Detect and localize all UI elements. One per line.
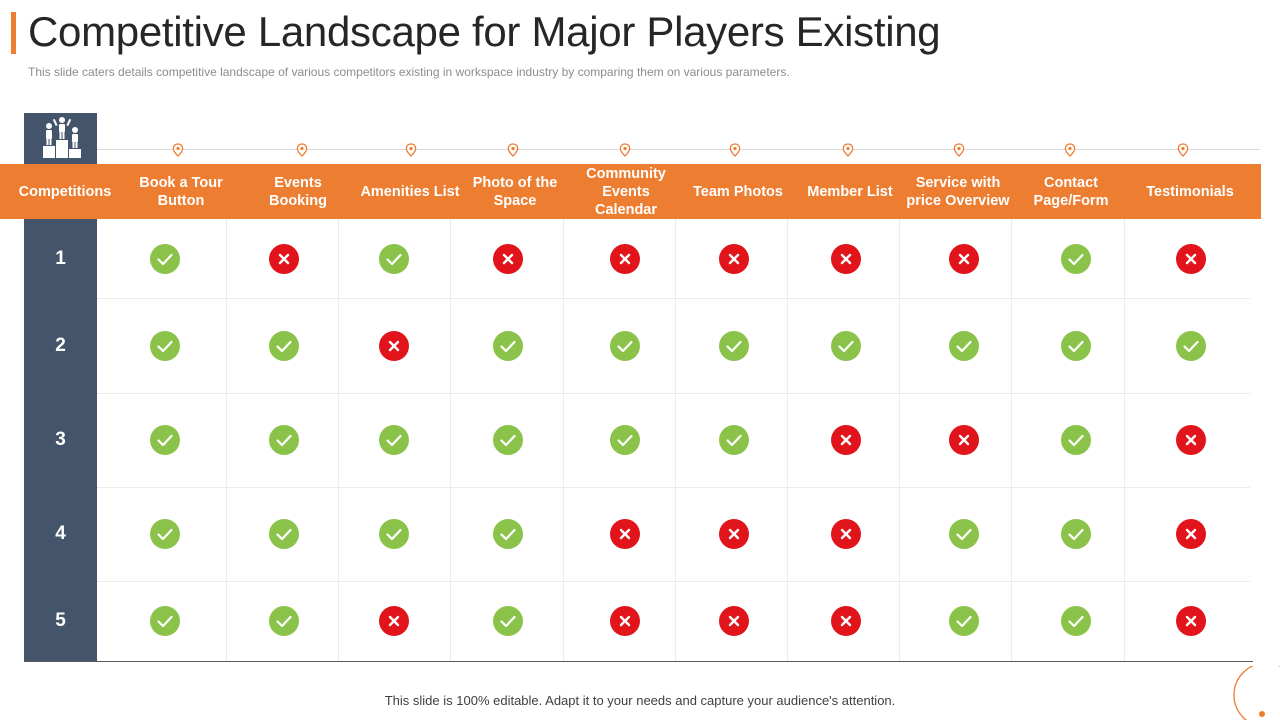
- grid-column-divider: [675, 219, 676, 662]
- cross-circle-icon: [379, 606, 409, 636]
- check-circle-icon: [1061, 425, 1091, 455]
- header-member-list: Member List: [807, 183, 893, 200]
- cross-circle-icon: [610, 519, 640, 549]
- check-circle-icon: [150, 606, 180, 636]
- header-testimonials: Testimonials: [1146, 183, 1234, 200]
- grid-column-divider: [563, 219, 564, 662]
- check-circle-icon: [949, 331, 979, 361]
- podium-people-icon: [43, 117, 81, 158]
- map-pin-icon: [507, 143, 519, 157]
- cross-circle-icon: [831, 519, 861, 549]
- cross-circle-icon: [1176, 244, 1206, 274]
- grid-column-divider: [899, 219, 900, 662]
- grid-column-divider: [338, 219, 339, 662]
- cross-circle-icon: [949, 244, 979, 274]
- map-pin-icon: [953, 143, 965, 157]
- competitor-1-label: 1: [55, 247, 66, 269]
- cross-circle-icon: [269, 244, 299, 274]
- map-pin-icon: [729, 143, 741, 157]
- header-events-booking: Events Booking: [269, 174, 327, 209]
- check-circle-icon: [269, 606, 299, 636]
- cross-circle-icon: [610, 244, 640, 274]
- check-circle-icon: [379, 519, 409, 549]
- grid-row-divider: [97, 487, 1250, 488]
- header-amenities-list: Amenities List: [360, 183, 460, 200]
- map-pin-icon: [405, 143, 417, 157]
- map-pin-icon: [296, 143, 308, 157]
- table-bottom-rule: [24, 661, 1253, 662]
- check-circle-icon: [1061, 244, 1091, 274]
- map-pin-icon: [1064, 143, 1076, 157]
- grid-row-divider: [97, 393, 1250, 394]
- header-competitions: Competitions: [18, 183, 112, 200]
- cross-circle-icon: [949, 425, 979, 455]
- cross-circle-icon: [719, 606, 749, 636]
- grid-row-divider: [97, 298, 1250, 299]
- cross-circle-icon: [379, 331, 409, 361]
- check-circle-icon: [719, 425, 749, 455]
- competitor-2-label: 2: [55, 334, 66, 356]
- cross-circle-icon: [831, 606, 861, 636]
- check-circle-icon: [493, 519, 523, 549]
- header-contact-page-form: Contact Page/Form: [1033, 174, 1109, 209]
- check-circle-icon: [379, 425, 409, 455]
- grid-row-divider: [97, 581, 1250, 582]
- check-circle-icon: [493, 331, 523, 361]
- corner-circle-decoration: [1233, 666, 1280, 720]
- grid-column-divider: [226, 219, 227, 662]
- check-circle-icon: [150, 244, 180, 274]
- page-title: Competitive Landscape for Major Players …: [28, 8, 941, 55]
- footer-note: This slide is 100% editable. Adapt it to…: [384, 693, 896, 708]
- map-pin-icon: [619, 143, 631, 157]
- connector-line: [97, 149, 1260, 150]
- check-circle-icon: [831, 331, 861, 361]
- grid-column-divider: [1124, 219, 1125, 662]
- cross-circle-icon: [831, 425, 861, 455]
- header-photo-of-the-space: Photo of the Space: [472, 174, 558, 209]
- cross-circle-icon: [1176, 519, 1206, 549]
- check-circle-icon: [150, 425, 180, 455]
- check-circle-icon: [1061, 606, 1091, 636]
- check-circle-icon: [493, 425, 523, 455]
- check-circle-icon: [269, 519, 299, 549]
- grid-column-divider: [1011, 219, 1012, 662]
- check-circle-icon: [949, 606, 979, 636]
- check-circle-icon: [949, 519, 979, 549]
- header-team-photos: Team Photos: [693, 183, 783, 200]
- check-circle-icon: [1061, 519, 1091, 549]
- cross-circle-icon: [1176, 425, 1206, 455]
- cross-circle-icon: [831, 244, 861, 274]
- grid-column-divider: [450, 219, 451, 662]
- check-circle-icon: [150, 331, 180, 361]
- title-accent-bar: [11, 12, 16, 54]
- competitor-3-label: 3: [55, 429, 66, 450]
- competitor-5-label: 5: [55, 610, 66, 631]
- cross-circle-icon: [719, 519, 749, 549]
- cross-circle-icon: [493, 244, 523, 274]
- grid-column-divider: [787, 219, 788, 662]
- check-circle-icon: [493, 606, 523, 636]
- check-circle-icon: [610, 425, 640, 455]
- map-pin-icon: [172, 143, 184, 157]
- check-circle-icon: [269, 331, 299, 361]
- check-circle-icon: [610, 331, 640, 361]
- table-header-band: [0, 164, 1261, 219]
- header-service-with-price-overview: Service with price Overview: [906, 174, 1010, 209]
- check-circle-icon: [719, 331, 749, 361]
- cross-circle-icon: [1176, 606, 1206, 636]
- page-subtitle: This slide caters details competitive la…: [28, 65, 790, 79]
- check-circle-icon: [269, 425, 299, 455]
- check-circle-icon: [1176, 331, 1206, 361]
- map-pin-icon: [1177, 143, 1189, 157]
- check-circle-icon: [1061, 331, 1091, 361]
- competitor-4-label: 4: [55, 523, 66, 544]
- header-book-a-tour-button: Book a Tour Button: [139, 174, 223, 209]
- map-pin-icon: [842, 143, 854, 157]
- cross-circle-icon: [610, 606, 640, 636]
- check-circle-icon: [379, 244, 409, 274]
- cross-circle-icon: [719, 244, 749, 274]
- header-community-events-calendar: Community Events Calendar: [586, 165, 666, 218]
- check-circle-icon: [150, 519, 180, 549]
